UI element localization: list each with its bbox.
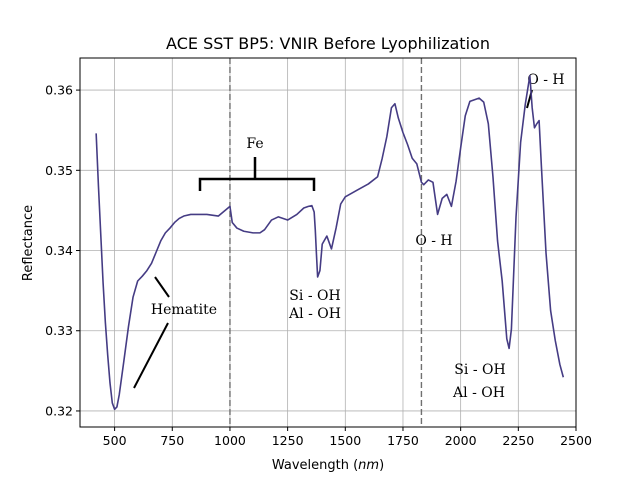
fe-label: Fe: [246, 136, 263, 152]
reference-lines: [229, 58, 423, 427]
x-axis-label-unit: nm: [358, 458, 379, 473]
annotations: Fe Hematite O - H O - H Si - OH Al - OH …: [133, 72, 565, 401]
sioh-label-right: Si - OH: [454, 362, 505, 378]
oh-label-mid: O - H: [415, 233, 452, 249]
y-tick-label: 0.34: [45, 243, 73, 258]
fe-bracket: [198, 157, 316, 191]
y-axis-label: Reflectance: [21, 205, 36, 281]
reflectance-series-line: [95, 74, 565, 411]
x-tick-label: 1250: [272, 433, 304, 448]
sioh-label-mid: Si - OH: [289, 288, 340, 304]
series: [95, 74, 565, 411]
x-tick-label: 750: [160, 433, 184, 448]
y-tick-label: 0.35: [45, 163, 73, 178]
y-tick-label: 0.33: [45, 323, 73, 338]
chart-title: ACE SST BP5: VNIR Before Lyophilization: [166, 34, 490, 53]
x-tick-label: 2000: [445, 433, 477, 448]
hematite-pointer-upper: [154, 276, 170, 298]
x-tick-label: 1500: [329, 433, 361, 448]
oh-label-right: O - H: [527, 72, 564, 88]
hematite-label: Hematite: [151, 302, 217, 318]
y-tick-label: 0.32: [45, 403, 73, 418]
y-axis: 0.32 0.33 0.34 0.35 0.36: [45, 83, 80, 418]
x-tick-label: 2250: [502, 433, 534, 448]
x-axis-label-suffix: ): [379, 458, 384, 473]
aloh-label-mid: Al - OH: [288, 306, 341, 322]
y-tick-label: 0.36: [45, 83, 73, 98]
hematite-pointer-lower: [133, 322, 169, 389]
x-axis: 500 750 1000 1250 1500 1750 2000 2250 2500: [103, 427, 592, 448]
x-tick-label: 1750: [387, 433, 419, 448]
x-tick-label: 500: [103, 433, 127, 448]
aloh-label-right: Al - OH: [452, 385, 505, 401]
x-axis-label: Wavelength (nm): [272, 458, 384, 473]
plot-frame: [79, 57, 577, 428]
x-tick-label: 1000: [214, 433, 246, 448]
x-tick-label: 2500: [560, 433, 592, 448]
x-axis-label-prefix: Wavelength (: [272, 458, 358, 473]
